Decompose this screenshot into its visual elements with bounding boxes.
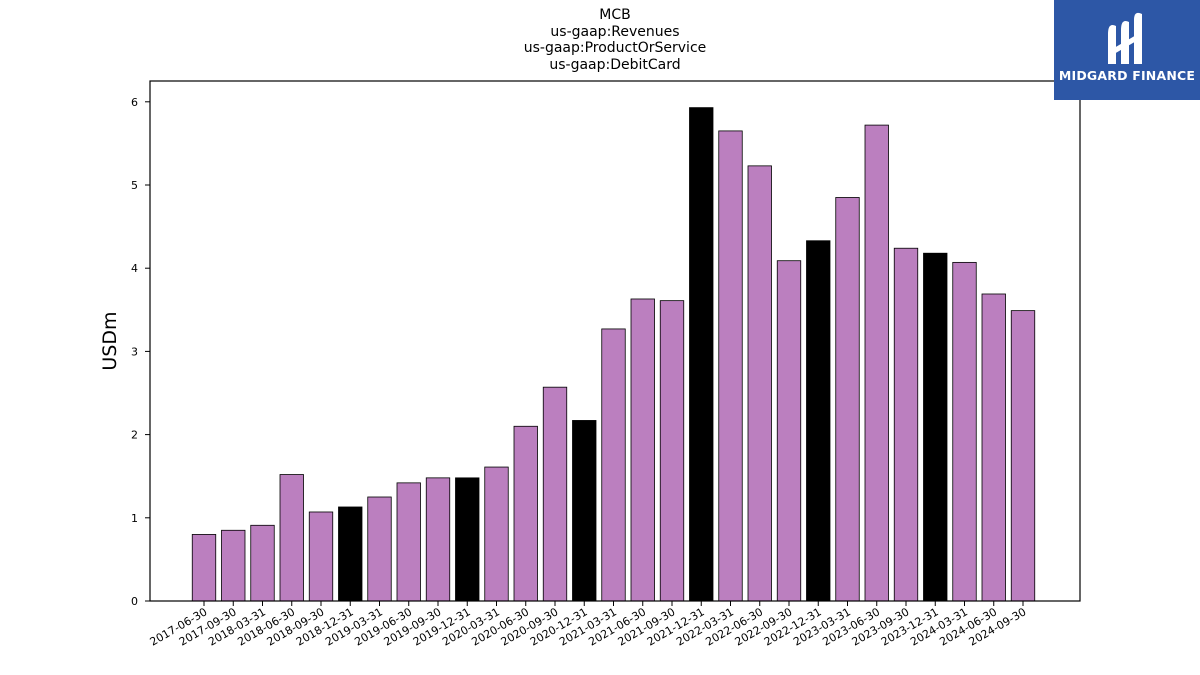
bar-2018-03-31	[250, 524, 275, 602]
bar-2022-09-30	[776, 260, 802, 602]
chart-title-line-4: us-gaap:DebitCard	[549, 57, 681, 73]
bar-2020-09-30	[542, 386, 568, 602]
bar-2024-06-30	[981, 293, 1006, 602]
y-tick-label: 4	[131, 262, 138, 275]
y-tick-label: 1	[131, 512, 138, 525]
chart-title-line-3: us-gaap:ProductOrService	[523, 40, 707, 56]
logo-mark-icon	[1108, 12, 1142, 64]
midgard-finance-logo: MIDGARD FINANCE	[1054, 0, 1200, 100]
bar-2021-09-30	[659, 300, 685, 602]
bar-2022-06-30	[747, 165, 772, 602]
bar-2024-09-30	[1010, 310, 1036, 602]
bar-2019-12-31	[455, 477, 480, 602]
bar-2024-03-31	[952, 261, 977, 602]
bar-2020-12-31	[572, 420, 597, 602]
y-axis-label: USDm	[99, 311, 121, 370]
bar-2018-09-30	[308, 511, 334, 602]
bar-2020-03-31	[484, 466, 509, 602]
bar-2017-06-30	[191, 534, 217, 602]
y-tick-label: 6	[131, 96, 138, 109]
y-tick-label: 0	[131, 595, 138, 608]
bar-2022-03-31	[718, 130, 743, 602]
bar-2019-03-31	[367, 496, 392, 602]
bar-2019-06-30	[396, 482, 421, 602]
bar-2018-06-30	[279, 474, 304, 602]
chart-title-line-1: MCB	[599, 7, 631, 23]
bar-2022-12-31	[806, 240, 831, 602]
y-tick-label: 3	[131, 345, 138, 358]
bar-2021-12-31	[689, 107, 714, 602]
y-tick-label: 2	[131, 429, 138, 442]
chart-title-line-2: us-gaap:Revenues	[550, 24, 680, 40]
logo-text: MIDGARD FINANCE	[1058, 68, 1196, 83]
y-tick-label: 5	[131, 179, 138, 192]
bar-2018-12-31	[338, 506, 363, 602]
bar-2023-12-31	[923, 252, 948, 602]
bar-2023-09-30	[893, 247, 919, 602]
bar-2023-06-30	[864, 124, 889, 602]
bar-2023-03-31	[835, 197, 860, 602]
plot-frame	[149, 80, 1081, 602]
bar-2019-09-30	[425, 477, 451, 602]
bar-2021-06-30	[630, 298, 655, 602]
bar-2021-03-31	[601, 328, 626, 602]
bar-2017-09-30	[221, 529, 246, 602]
bar-2020-06-30	[513, 425, 538, 602]
